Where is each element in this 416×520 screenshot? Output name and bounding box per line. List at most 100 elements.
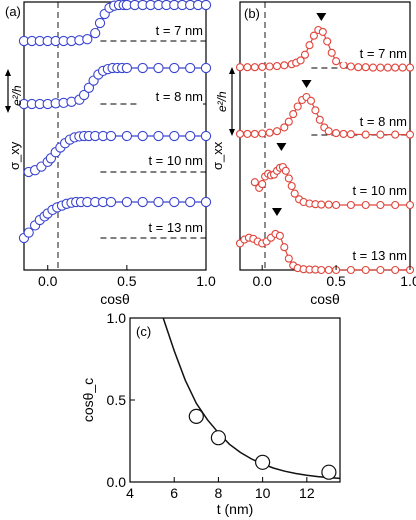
panel-b-series-label-13nm: t = 13 nm [352, 248, 407, 263]
panel-a-point-10nm [153, 130, 164, 142]
panel-b-point-8nm [361, 130, 370, 139]
panel-b-point-13nm [376, 265, 385, 275]
panel-b-point-10nm [376, 200, 385, 210]
panel-a-point-8nm [121, 62, 133, 74]
panel-a-point-10nm [121, 130, 133, 142]
panel-c-label: (c) [136, 324, 151, 339]
panel-b-point-8nm [376, 130, 385, 139]
panel-b-point-13nm [361, 265, 370, 275]
panel-c-ytick-label: 1.0 [107, 310, 127, 326]
panel-a-point-8nm [153, 62, 164, 74]
panel-b-point-8nm [293, 102, 302, 111]
panel-b-point-7nm [272, 62, 282, 71]
panel-b-scalebar-down-arrow [229, 129, 235, 136]
panel-b-point-7nm [280, 61, 289, 70]
panel-a-xtick-label: 0.5 [117, 273, 137, 289]
panel-b-point-8nm [306, 96, 316, 105]
panel-b-point-8nm [250, 129, 259, 138]
panel-b-point-7nm [318, 27, 327, 36]
panel-b-peak-marker [316, 13, 327, 21]
panel-b-point-8nm [284, 117, 293, 126]
panel-a-point-13nm [105, 196, 117, 208]
panel-c-point [255, 454, 271, 470]
panel-b-series-label-10nm: t = 10 nm [352, 183, 407, 198]
panel-c-point [210, 430, 226, 446]
panel-a-point-8nm [137, 62, 148, 74]
panel-c-ytick-label: 0.5 [107, 392, 127, 408]
panel-b-point-8nm [339, 129, 348, 138]
panel-b: (b) t = 7 nm t = 8 nm t = 10 nm t = 13 nm e… [210, 1, 416, 307]
panel-b-series-label-bg [341, 182, 407, 199]
panel-a: (a) t = 7 nm t = 8 nm t = 10 nm t = 13 nm e… [5, 0, 216, 307]
panel-a-point-7nm [90, 27, 101, 39]
panel-a-scalebar-down-arrow [5, 106, 11, 113]
panel-b-point-10nm [317, 200, 326, 209]
panel-b-point-10nm [324, 200, 333, 209]
panel-b-point-7nm [361, 63, 370, 72]
panel-b-point-7nm [332, 57, 341, 66]
panel-c-ylabel: cosθ_c [80, 378, 96, 422]
panel-b-point-10nm [391, 200, 400, 210]
panel-b-point-7nm [250, 63, 259, 72]
panel-a-series-label-13nm: t = 13 nm [148, 220, 203, 235]
panel-b-peak-marker [271, 208, 282, 216]
panel-a-scalebar-up-arrow [5, 69, 11, 76]
panel-a-xtick-label: 0.0 [38, 273, 58, 289]
panel-a-point-8nm [200, 62, 212, 74]
panel-b-point-13nm [317, 265, 326, 275]
panel-b-point-10nm [281, 166, 290, 175]
panel-b-point-7nm [296, 56, 305, 65]
panel-c-ytick-label: 0.0 [107, 474, 127, 490]
panel-a-point-8nm [185, 62, 196, 74]
panel-a-point-10nm [185, 130, 196, 142]
panel-b-series-label-8nm: t = 8 nm [360, 114, 407, 129]
panel-b-point-8nm [346, 130, 355, 139]
panel-b-point-10nm [287, 181, 296, 191]
panel-b-point-7nm [243, 63, 252, 72]
panel-b-point-8nm [289, 110, 298, 119]
panel-b-point-7nm [346, 62, 355, 71]
panel-b-point-8nm [265, 128, 274, 137]
panel-b-point-8nm [391, 130, 400, 139]
panel-a-series-label-bg [137, 22, 203, 39]
panel-c-xlabel: t (nm) [217, 501, 254, 517]
panel-b-point-13nm [275, 231, 284, 240]
panel-b-point-8nm [243, 129, 252, 138]
panel-a-series-label-8nm: t = 8 nm [156, 89, 203, 104]
panel-b-point-7nm [368, 63, 378, 72]
panel-a-point-10nm [105, 130, 117, 142]
panel-b-scalebar: e²/h [215, 67, 235, 136]
panel-a-point-7nm [82, 34, 93, 45]
panel-a-point-13nm [200, 196, 212, 208]
panel-b-point-8nm [332, 129, 341, 138]
panel-b-xtick-label: 0.0 [252, 273, 272, 289]
panel-b-peak-marker [301, 80, 312, 88]
panel-b-series-label-bg [341, 247, 407, 264]
panel-b-point-7nm [258, 62, 267, 71]
panel-b-point-13nm [346, 265, 355, 275]
panel-a-point-13nm [137, 196, 148, 208]
panel-b-series-label-7nm: t = 7 nm [360, 46, 407, 61]
panel-c-xtick-label: 10 [255, 485, 271, 501]
panel-a-xlabel: cosθ [100, 291, 130, 307]
panel-a-series-label-bg [137, 152, 203, 169]
panel-b-point-10nm [332, 200, 341, 210]
panel-c-point [321, 464, 337, 480]
panel-b-scalebar-label: e²/h [215, 91, 229, 112]
panel-a-series-label-bg [137, 88, 203, 105]
panel-a-series-label-7nm: t = 7 nm [156, 23, 203, 38]
panel-b-curves: t = 7 nm t = 8 nm t = 10 nm t = 13 nm [235, 13, 415, 275]
panel-b-point-10nm [258, 180, 267, 189]
panel-b-point-8nm [280, 123, 289, 132]
panel-a-curves: t = 7 nm t = 8 nm t = 10 nm t = 13 nm [18, 0, 212, 244]
panel-a-point-13nm [121, 196, 133, 208]
panel-b-peak-marker [276, 143, 287, 151]
panel-b-point-10nm [405, 200, 415, 210]
panel-b-point-7nm [235, 63, 245, 72]
panel-a-point-10nm [200, 130, 212, 142]
panel-b-point-10nm [250, 178, 259, 187]
panel-b-series-label-bg [341, 45, 407, 62]
panel-b-point-8nm [324, 127, 333, 136]
panel-a-point-13nm [153, 196, 164, 208]
